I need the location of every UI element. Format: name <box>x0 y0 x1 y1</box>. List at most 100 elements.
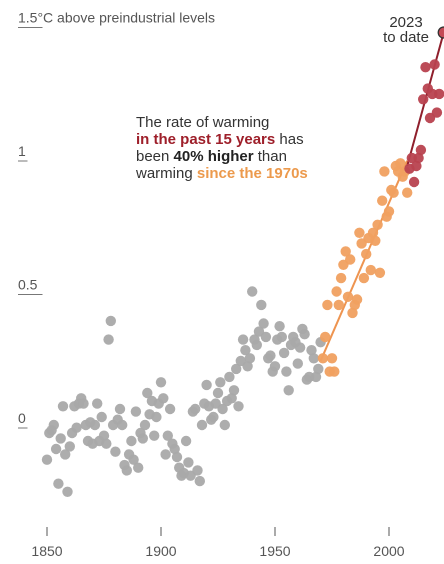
data-point-gray <box>192 465 203 476</box>
data-point-gray <box>158 393 169 404</box>
data-point-gray <box>196 419 208 431</box>
data-point-gray <box>137 433 148 444</box>
data-point-gray <box>133 462 144 473</box>
data-point-gray <box>212 387 224 399</box>
x-axis: 1850 1900 1950 2000 <box>31 527 405 559</box>
annotation-line: The rate of warming <box>136 114 269 131</box>
data-point-orange <box>402 187 413 198</box>
data-point-red <box>434 88 444 100</box>
data-point-orange <box>367 227 379 238</box>
data-point-gray <box>183 457 194 468</box>
data-point-orange <box>372 219 383 230</box>
data-point-red <box>411 160 422 172</box>
data-point-orange <box>361 248 372 260</box>
data-point-gray <box>139 419 151 431</box>
highlight-point <box>437 26 444 39</box>
data-point-gray <box>98 430 110 441</box>
data-point-gray <box>313 363 324 375</box>
data-point-gray <box>96 411 107 423</box>
highlight-label: 2023 <box>389 14 422 31</box>
y-axis: 1.5°C above preindustrial levels 1 0.5 0 <box>18 10 215 429</box>
annotation-line: in the past 15 years has <box>136 131 304 148</box>
data-point-orange <box>326 353 338 364</box>
data-point-gray <box>57 401 69 412</box>
data-point-gray <box>208 411 219 423</box>
data-point-gray <box>59 449 71 460</box>
data-point-gray <box>194 475 205 487</box>
data-point-gray <box>231 363 242 375</box>
data-point-orange <box>383 206 395 217</box>
data-point-orange <box>317 353 329 364</box>
data-point-gray <box>251 339 262 351</box>
data-point-orange <box>347 307 358 319</box>
data-point-gray <box>126 435 137 447</box>
data-point-gray <box>242 361 253 372</box>
data-point-gray <box>256 299 267 311</box>
data-point-gray <box>294 342 306 353</box>
x-tick-label: 1900 <box>145 543 176 559</box>
data-point-gray <box>244 353 256 364</box>
annotation-segment: warming <box>135 165 197 182</box>
data-point-gray <box>265 350 276 361</box>
data-point-gray <box>110 446 121 457</box>
data-point-red <box>429 59 440 70</box>
data-point-gray <box>121 465 132 476</box>
data-point-orange <box>358 272 370 284</box>
data-point-orange <box>322 299 333 311</box>
data-point-gray <box>299 329 310 340</box>
data-point-gray <box>219 419 230 431</box>
data-point-gray <box>228 385 240 396</box>
data-point-orange <box>388 187 399 198</box>
annotation-segment: since the 1970s <box>197 165 308 182</box>
data-point-gray <box>89 419 101 431</box>
data-point-gray <box>103 334 114 345</box>
data-point-orange <box>320 331 331 343</box>
y-tick-label: 0 <box>18 410 26 426</box>
data-point-orange <box>354 227 365 238</box>
data-point-gray <box>55 433 66 444</box>
data-point-gray <box>247 286 258 297</box>
y-tick-label: 1 <box>18 143 26 159</box>
data-point-red <box>415 144 427 156</box>
annotation-line: warming since the 1970s <box>135 165 308 182</box>
annotation-segment: 40% higher <box>174 148 254 165</box>
data-point-orange <box>329 366 340 377</box>
x-tick-label: 1950 <box>259 543 290 559</box>
annotation-segment: in the past 15 years <box>136 131 275 148</box>
data-point-red <box>408 176 420 188</box>
data-point-orange <box>365 264 376 276</box>
data-point-gray <box>240 345 251 356</box>
data-point-gray <box>169 443 180 455</box>
data-point-gray <box>48 419 59 431</box>
data-point-gray <box>160 449 171 460</box>
data-point-orange <box>340 246 351 257</box>
data-point-gray <box>306 345 317 356</box>
data-point-gray <box>180 435 192 447</box>
data-point-orange <box>345 254 356 265</box>
data-point-gray <box>155 377 167 388</box>
annotation-segment: than <box>254 148 287 165</box>
data-point-red <box>420 61 431 73</box>
data-point-gray <box>128 454 139 465</box>
data-point-gray <box>276 331 287 343</box>
data-point-gray <box>164 403 176 415</box>
data-point-orange <box>335 272 347 284</box>
data-point-orange <box>351 294 363 305</box>
annotation-segment: been <box>136 148 174 165</box>
data-point-gray <box>101 438 112 449</box>
data-point-gray <box>71 422 82 433</box>
y-tick-label: 1.5°C above preindustrial levels <box>18 10 215 26</box>
data-point-gray <box>117 419 128 431</box>
highlight-label: to date <box>383 29 429 46</box>
data-point-red <box>431 107 443 118</box>
data-point-gray <box>308 353 319 364</box>
data-point-gray <box>237 334 249 345</box>
data-point-gray <box>105 315 117 327</box>
data-point-gray <box>217 403 228 415</box>
data-point-gray <box>92 398 103 409</box>
data-point-gray <box>78 398 89 409</box>
data-point-gray <box>274 321 285 332</box>
data-point-gray <box>260 331 272 343</box>
data-point-gray <box>233 401 244 412</box>
